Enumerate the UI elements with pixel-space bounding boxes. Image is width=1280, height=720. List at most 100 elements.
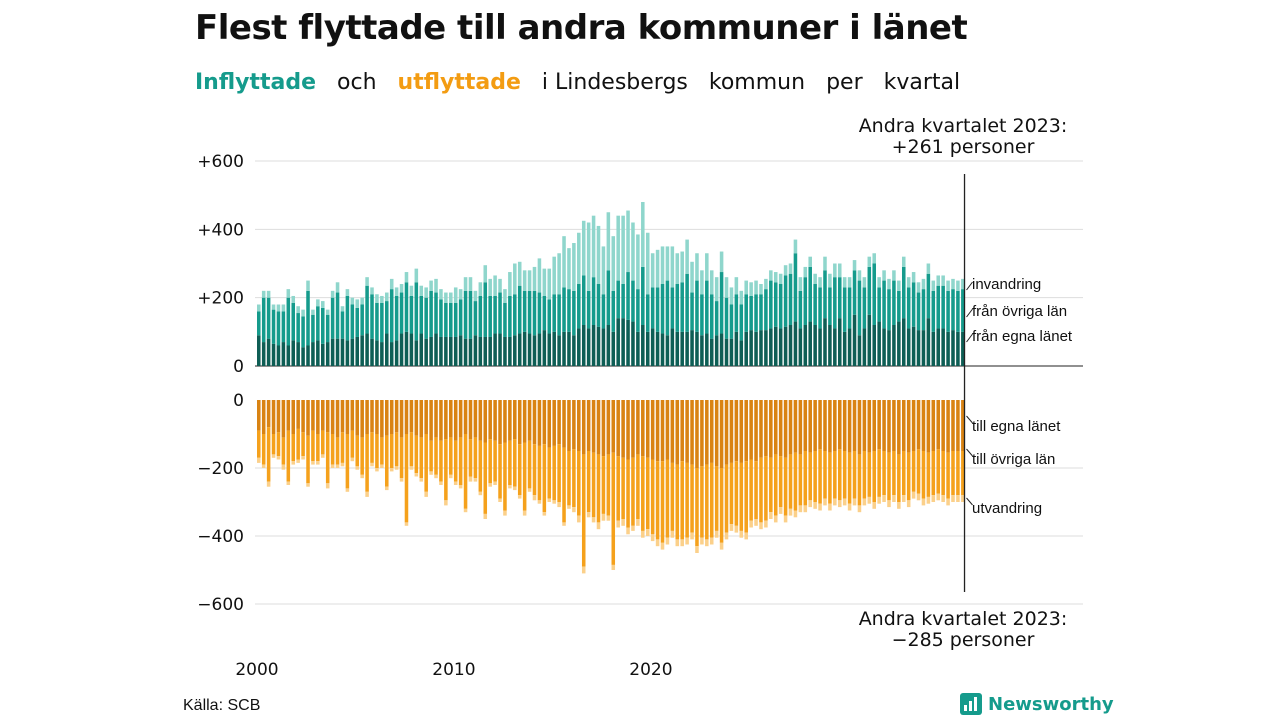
- bar-in-segment: [296, 306, 300, 314]
- bar-out-segment: [340, 400, 345, 433]
- bar-in-segment: [316, 299, 320, 307]
- bar-in-segment: [596, 326, 601, 366]
- bar-out-segment: [680, 461, 684, 540]
- bar-out-segment: [700, 466, 704, 538]
- bar-in-segment: [537, 333, 542, 366]
- bar-in-segment: [764, 278, 768, 290]
- bar-out-segment: [670, 530, 675, 538]
- bar-in-segment: [744, 280, 748, 295]
- bar-out-segment: [685, 462, 689, 538]
- bar-in-segment: [513, 263, 517, 295]
- bar-in-segment: [508, 336, 512, 366]
- bar-in-segment: [842, 331, 847, 366]
- bar-in-segment: [798, 277, 803, 291]
- bar-in-segment: [424, 297, 428, 339]
- bar-in-segment: [335, 282, 340, 293]
- bar-in-segment: [946, 280, 950, 291]
- bar-in-segment: [926, 318, 931, 366]
- bar-in-segment: [823, 256, 827, 271]
- bar-out-segment: [444, 400, 448, 440]
- bar-in-segment: [709, 338, 714, 366]
- bar-out-segment: [483, 400, 488, 443]
- bar-out-segment: [429, 400, 433, 441]
- bar-in-segment: [759, 294, 763, 331]
- bar-out-segment: [828, 452, 832, 504]
- bar-in-segment: [473, 290, 478, 302]
- bar-in-segment: [517, 333, 522, 366]
- bar-in-segment: [581, 325, 586, 366]
- bar-out-segment: [493, 400, 497, 441]
- bar-out-segment: [537, 400, 542, 446]
- bar-out-segment: [488, 400, 492, 440]
- bar-in-segment: [375, 302, 379, 341]
- subtitle-per: per: [826, 70, 863, 95]
- bar-out-segment: [321, 454, 325, 458]
- bar-out-segment: [281, 437, 286, 465]
- bar-in-segment: [276, 345, 281, 366]
- annotation-bottom: Andra kvartalet 2023: −285 personer: [858, 609, 1068, 651]
- bar-in-segment: [325, 314, 330, 343]
- bar-in-segment: [399, 333, 404, 366]
- bar-out-segment: [719, 400, 724, 468]
- bar-out-segment: [365, 400, 369, 434]
- bar-out-segment: [463, 434, 468, 509]
- bar-in-segment: [345, 340, 350, 367]
- bar-out-segment: [764, 456, 768, 521]
- bar-in-segment: [709, 270, 714, 295]
- bar-out-segment: [508, 440, 512, 485]
- bar-in-segment: [670, 246, 675, 288]
- bar-out-segment: [734, 461, 739, 526]
- bar-in-segment: [882, 328, 886, 366]
- bar-out-segment: [330, 434, 335, 465]
- bar-in-segment: [463, 338, 468, 366]
- bar-in-segment: [906, 287, 911, 329]
- bar-out-segment: [311, 461, 315, 465]
- bar-in-segment: [764, 289, 768, 331]
- bar-in-segment: [611, 290, 616, 332]
- bar-out-segment: [798, 505, 803, 513]
- bar-out-segment: [773, 515, 778, 523]
- bar-out-segment: [621, 457, 625, 519]
- bar-in-segment: [867, 314, 872, 366]
- bar-in-segment: [330, 297, 335, 339]
- bar-out-segment: [394, 432, 399, 467]
- bar-in-segment: [355, 336, 360, 366]
- bar-in-segment: [266, 290, 271, 298]
- bar-in-segment: [286, 289, 291, 298]
- bar-in-segment: [847, 287, 852, 329]
- legend-label-out: utvandring: [972, 500, 1042, 517]
- bar-out-segment: [788, 454, 793, 509]
- annotation-top: Andra kvartalet 2023: +261 personer: [858, 116, 1068, 158]
- bar-out-segment: [380, 437, 384, 465]
- bar-in-segment: [857, 270, 862, 281]
- bar-in-segment: [729, 304, 734, 339]
- bar-out-segment: [946, 452, 950, 499]
- bar-in-segment: [306, 290, 310, 346]
- bar-out-segment: [956, 495, 960, 502]
- bar-out-segment: [705, 539, 709, 547]
- bar-in-segment: [483, 282, 488, 337]
- bar-in-segment: [744, 294, 748, 332]
- bar-out-segment: [778, 456, 783, 508]
- bar-in-segment: [926, 263, 931, 274]
- bar-in-segment: [961, 278, 965, 290]
- bar-in-segment: [852, 314, 857, 366]
- bar-in-segment: [773, 282, 778, 327]
- bar-out-segment: [783, 400, 788, 458]
- bar-out-segment: [439, 440, 443, 482]
- bar-out-segment: [916, 493, 921, 501]
- bar-in-segment: [414, 282, 419, 341]
- subtitle-och: och: [337, 70, 377, 95]
- bar-out-segment: [581, 566, 586, 574]
- bar-out-segment: [261, 400, 266, 434]
- bar-in-segment: [645, 294, 650, 332]
- bar-out-segment: [557, 502, 561, 508]
- bar-out-segment: [833, 498, 837, 506]
- bar-in-segment: [468, 290, 473, 339]
- bar-in-segment: [562, 287, 566, 332]
- bar-in-segment: [941, 275, 945, 286]
- bar-out-segment: [399, 400, 404, 438]
- bar-out-segment: [567, 505, 571, 509]
- bar-out-segment: [709, 537, 714, 545]
- bar-out-segment: [862, 498, 867, 506]
